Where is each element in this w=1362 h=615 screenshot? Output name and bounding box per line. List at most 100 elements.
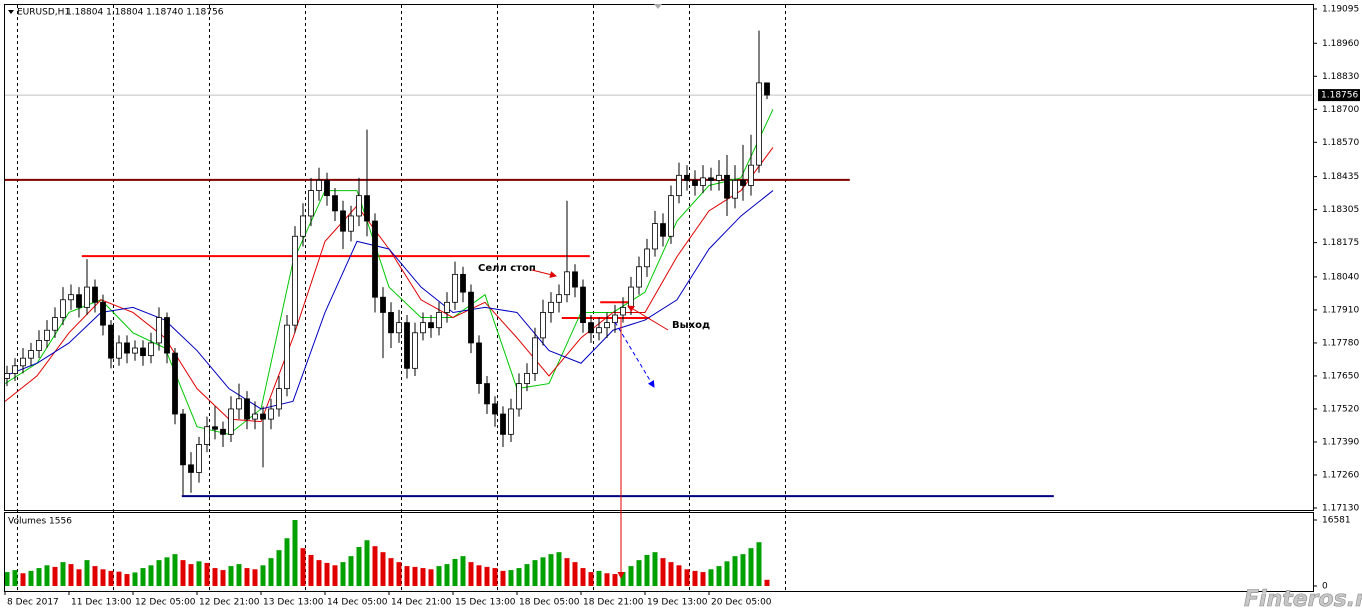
volume-bar — [92, 566, 98, 586]
y-tick-label: 1.18830 — [1322, 72, 1359, 82]
volume-bar — [484, 566, 490, 586]
candle-body — [132, 347, 138, 354]
candle-body — [84, 286, 90, 308]
candle-body — [148, 342, 154, 357]
volume-bar — [244, 568, 250, 586]
volume-bar — [236, 564, 242, 586]
volume-bar — [212, 568, 218, 586]
y-tick-label: 1.17520 — [1322, 404, 1359, 414]
volume-bar — [4, 572, 10, 586]
exit-arrow — [627, 305, 669, 331]
candle-body — [604, 322, 610, 329]
candle-body — [420, 322, 426, 334]
volume-bar — [180, 560, 186, 586]
volume-bar — [380, 552, 386, 586]
volume-bar — [60, 562, 66, 586]
candle-body — [196, 444, 202, 473]
volume-bar — [260, 565, 266, 586]
volume-bar — [364, 540, 370, 586]
volume-bar — [468, 562, 474, 586]
volume-bar — [444, 564, 450, 586]
volume-bar — [204, 562, 210, 586]
y-tick-label: 1.17910 — [1322, 305, 1359, 315]
forecast-arrow — [614, 321, 655, 388]
candle-body — [684, 174, 690, 181]
candle-body — [356, 195, 362, 217]
candle-body — [68, 294, 74, 301]
candle-body — [164, 317, 170, 354]
candle-body — [412, 332, 418, 369]
x-tick-label: 19 Dec 13:00 — [647, 598, 708, 608]
candle-body — [36, 339, 42, 351]
candle-body — [100, 301, 106, 326]
candle-body — [644, 248, 650, 268]
volume-bar — [740, 554, 746, 586]
candle-body — [516, 383, 522, 410]
volume-bar — [716, 566, 722, 586]
volume-bar — [124, 574, 130, 586]
candle-body — [492, 403, 498, 415]
candle-body — [332, 195, 338, 212]
candle-body — [260, 413, 266, 420]
x-tick-label: 11 Dec 13:00 — [71, 598, 132, 608]
volume-tick-label: 0 — [1322, 582, 1328, 592]
y-tick-label: 1.19095 — [1322, 5, 1359, 15]
candle-body — [284, 324, 290, 390]
volume-tick-label: 16581 — [1322, 515, 1351, 525]
volume-bar — [540, 557, 546, 586]
volume-bar — [524, 564, 530, 586]
volume-bar — [404, 566, 410, 586]
candle-body — [396, 322, 402, 334]
volume-bar — [572, 562, 578, 586]
candle-body — [60, 299, 66, 318]
volume-bar — [724, 561, 730, 586]
y-tick-label: 1.17260 — [1322, 470, 1359, 480]
volume-bar — [588, 572, 594, 586]
candle-body — [588, 322, 594, 334]
volume-bar — [396, 562, 402, 586]
candle-body — [220, 428, 226, 435]
volume-bar — [308, 554, 314, 586]
y-tick-label: 1.17780 — [1322, 338, 1359, 348]
candle-body — [532, 337, 538, 374]
candle-body — [748, 164, 754, 186]
volume-bar — [148, 565, 154, 586]
candle-body — [188, 464, 194, 473]
volume-bar — [76, 569, 82, 586]
volume-bar — [108, 570, 114, 586]
volume-bar — [708, 569, 714, 586]
candle-body — [700, 177, 706, 186]
volume-bar — [508, 570, 514, 586]
volume-bar — [532, 560, 538, 586]
candle-body — [764, 82, 770, 96]
candle-body — [156, 317, 162, 344]
volume-bar — [516, 568, 522, 586]
volume-bar — [20, 573, 26, 586]
volume-bar — [332, 565, 338, 586]
x-tick-label: 18 Dec 21:00 — [583, 598, 644, 608]
candle-body — [524, 373, 530, 384]
candle-body — [460, 273, 466, 293]
volume-bar — [620, 572, 626, 586]
volume-bar — [36, 568, 42, 586]
volume-bar — [340, 562, 346, 586]
candle-body — [4, 373, 10, 379]
volume-bar — [460, 556, 466, 586]
candle-body — [244, 398, 250, 420]
candle-body — [756, 82, 762, 166]
x-tick-label: 18 Dec 05:00 — [519, 598, 580, 608]
volume-bar — [580, 568, 586, 586]
volume-bar — [188, 564, 194, 586]
volume-title: Volumes 1556 — [8, 517, 72, 527]
sell-stop-note: Селл стоп — [478, 263, 536, 274]
x-tick-label: 20 Dec 05:00 — [711, 598, 772, 608]
sell-stop-arrow — [531, 269, 557, 278]
moving-average — [4, 190, 774, 410]
candle-body — [500, 413, 506, 435]
candle-body — [468, 291, 474, 344]
candle-body — [580, 286, 586, 324]
volume-bar — [196, 561, 202, 586]
volume-bar — [316, 560, 322, 586]
candle-body — [44, 329, 50, 341]
